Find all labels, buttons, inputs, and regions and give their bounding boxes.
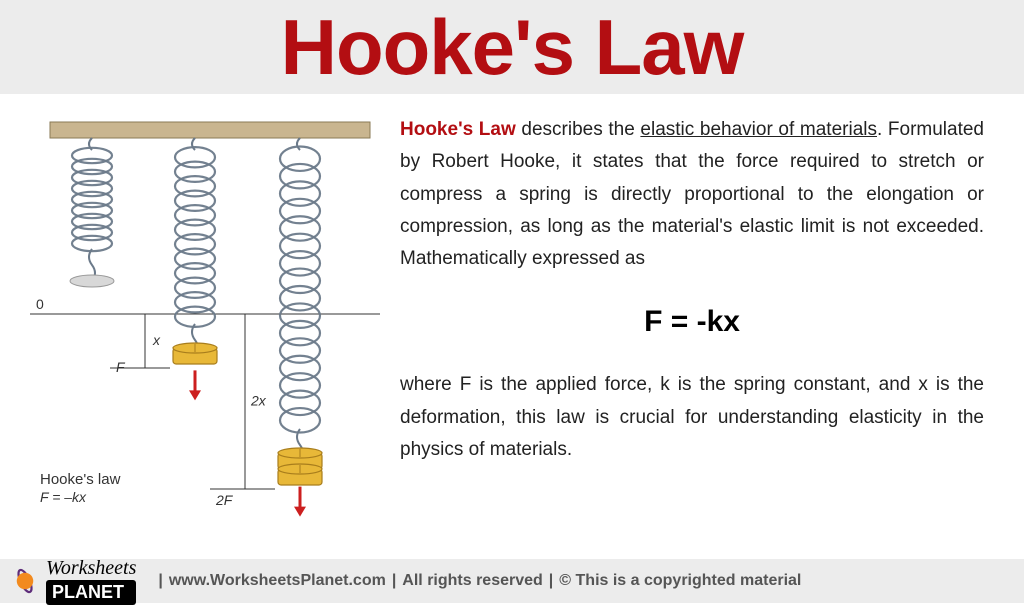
underline-phrase: elastic behavior of materials	[640, 119, 877, 140]
logo-word-planet: PLANET	[46, 580, 136, 605]
footer-copyright: © This is a copyrighted material	[559, 572, 801, 590]
text-column: Hooke's Law describes the elastic behavi…	[390, 109, 1024, 559]
svg-text:2x: 2x	[250, 393, 267, 409]
footer-sep: |	[549, 572, 553, 590]
content-row: 0 Fx 2x 2F Hooke's lawF = –kx Hooke's Law de…	[0, 94, 1024, 559]
svg-text:0: 0	[36, 296, 44, 312]
para1-prefix: describes the	[516, 119, 641, 140]
page-title: Hooke's Law	[281, 2, 744, 93]
svg-text:x: x	[152, 332, 161, 348]
footer-url: www.WorksheetsPlanet.com	[169, 572, 386, 590]
svg-text:Hooke's law: Hooke's law	[40, 471, 121, 488]
brand-logo: Worksheets PLANET	[10, 557, 136, 605]
logo-text-wrap: Worksheets PLANET	[46, 557, 136, 605]
paragraph-2: where F is the applied force, k is the s…	[400, 369, 984, 466]
footer-sep: |	[158, 572, 162, 590]
paragraph-1: Hooke's Law describes the elastic behavi…	[400, 114, 984, 275]
svg-text:F = –kx: F = –kx	[40, 489, 87, 505]
diagram-column: 0 Fx 2x 2F Hooke's lawF = –kx	[0, 109, 390, 559]
logo-word-worksheets: Worksheets	[46, 557, 136, 580]
term-hookes-law: Hooke's Law	[400, 119, 516, 140]
header-bar: Hooke's Law	[0, 0, 1024, 94]
footer-bar: Worksheets PLANET | www.WorksheetsPlanet…	[0, 559, 1024, 603]
formula: F = -kx	[400, 305, 984, 339]
footer-sep: |	[392, 572, 396, 590]
para1-suffix: . Formulated by Robert Hooke, it states …	[400, 119, 984, 269]
planet-icon	[10, 566, 40, 596]
footer-rights: All rights reserved	[402, 572, 543, 590]
svg-text:2F: 2F	[215, 492, 234, 508]
svg-text:F: F	[116, 359, 126, 375]
hookes-law-diagram: 0 Fx 2x 2F Hooke's lawF = –kx	[20, 114, 390, 544]
